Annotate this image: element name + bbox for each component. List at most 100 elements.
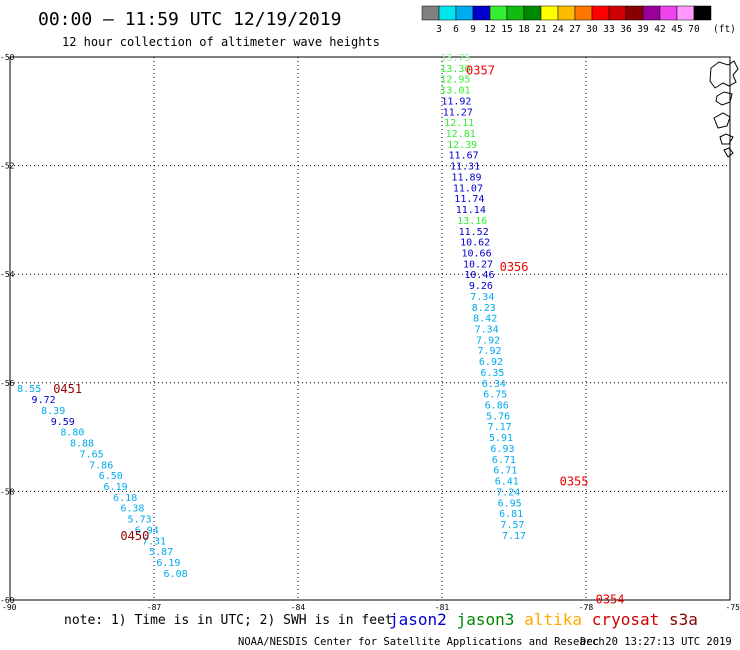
coastline-island [713,112,731,129]
coastline-island [719,133,734,145]
x-tick-label: -84 [291,603,306,612]
colorbar-swatch [421,5,440,21]
wave-height-value: 12.81 [446,129,476,140]
wave-height-value: 13.01 [440,86,470,97]
wave-height-value: 6.71 [492,455,516,466]
y-tick-label: -54 [0,270,15,279]
chart-title: 00:00 — 11:59 UTC 12/19/2019 [38,9,341,30]
wave-height-value: 7.86 [89,460,113,471]
wave-height-value: 11.27 [443,107,473,118]
colorbar-swatch [693,5,712,21]
wave-height-value: 6.86 [485,401,509,412]
wave-height-value: 11.52 [459,227,489,238]
footer-credit: NOAA/NESDIS Center for Satellite Applica… [238,636,605,648]
wave-height-value: 12.11 [444,118,474,129]
wave-height-value: 13.30 [440,64,470,75]
colorbar-tick-label: 36 [620,24,632,35]
y-tick-label: -56 [0,379,15,388]
pass-time-label: 0357 [466,63,495,77]
wave-height-value: 5.73 [128,515,152,526]
x-tick-label: -75 [726,603,740,612]
colorbar-tick-label: 24 [552,24,564,35]
colorbar-legend: 3 6 9 12 15 18 21 24 27 30 33 36 39 42 45 70 (ft) [421,5,736,35]
wave-height-value: 10.46 [464,270,494,281]
wave-height-value: 6.19 [104,482,128,493]
legend-jason2: jason2 [389,610,447,629]
colorbar-swatch [676,5,695,21]
plot-grid [9,56,731,601]
footer-note: note: 1) Time is in UTC; 2) SWH is in fe… [64,613,393,628]
wave-height-value: 11.67 [449,151,479,162]
wave-height-value: 6.71 [493,466,517,477]
y-tick-label: -58 [0,487,15,496]
wave-height-value: 7.17 [488,422,512,433]
colorbar-swatch [557,5,576,21]
colorbar-swatch [455,5,474,21]
colorbar-swatch [574,5,593,21]
wave-height-value: 5.87 [149,547,173,558]
axis-tick-labels: -50 -52 -54 -56 -58 -60-90 -87 -84 -81 -78 -75 [0,53,740,612]
wave-height-value: 8.39 [41,406,65,417]
colorbar-tick-label: 27 [569,24,580,35]
y-tick-label: -52 [0,162,15,171]
wave-height-value: 10.62 [460,238,490,249]
colorbar-swatch [591,5,610,21]
wave-height-value: 6.41 [495,477,519,488]
coastline-island [723,147,734,158]
y-tick-label: -50 [0,53,15,62]
colorbar-tick-label: 18 [518,24,530,35]
colorbar-tick-label: 33 [603,24,614,35]
colorbar-tick-label: 15 [501,24,512,35]
wave-height-value: 6.95 [498,498,522,509]
pass-time-label: 0451 [53,382,82,396]
wave-height-value: 7.17 [502,531,526,542]
wave-height-value: 7.65 [80,449,104,460]
wave-height-value: 11.31 [450,162,480,173]
wave-height-value: 12.95 [440,75,470,86]
y-tick-label: -60 [0,596,15,605]
legend-s3a: s3a [669,610,698,629]
wave-height-value: 5.76 [486,411,510,422]
wave-height-value: 10.27 [463,259,493,270]
wave-height-value: 8.42 [473,314,497,325]
wave-height-value: 13.75 [440,53,470,64]
colorbar-swatch [438,5,457,21]
wave-height-value: 13.16 [457,216,487,227]
colorbar-tick-label: 39 [637,24,649,35]
wave-height-value: 6.94 [135,525,159,536]
wave-height-value: 11.92 [441,96,471,107]
pass-time-label: 0450 [120,529,149,543]
wave-height-value: 11.89 [451,172,481,183]
wave-height-value: 6.38 [120,504,144,515]
colorbar-swatch [540,5,559,21]
colorbar-swatch [642,5,661,21]
wave-height-value: 6.50 [99,471,123,482]
wave-height-value: 6.92 [479,357,503,368]
legend-altika: altika [524,610,582,629]
legend-jason3: jason3 [457,610,515,629]
wave-height-value: 9.72 [32,395,56,406]
pass-time-label: 0356 [500,260,529,274]
colorbar-swatch [659,5,678,21]
colorbar-swatch [489,5,508,21]
colorbar-swatch [625,5,644,21]
wave-height-value: 7.34 [470,292,494,303]
colorbar-tick-label: 6 [453,24,459,35]
colorbar-tick-label: 30 [586,24,598,35]
colorbar-tick-label: 70 [688,24,700,35]
colorbar-swatch [523,5,542,21]
colorbar-tick-label: 12 [484,24,495,35]
wave-height-value: 7.24 [496,487,520,498]
wave-height-points: 13.7513.3012.9513.0111.9211.2712.1112.81… [17,53,526,580]
x-tick-label: -81 [435,603,450,612]
wave-height-value: 11.07 [453,183,483,194]
wave-height-value: 12.39 [447,140,477,151]
wave-height-value: 6.08 [164,569,188,580]
wave-height-value: 6.18 [113,493,137,504]
colorbar-tick-label: 3 [436,24,442,35]
wave-height-value: 6.75 [483,390,507,401]
wave-height-value: 6.34 [482,379,506,390]
coastline-island [715,91,733,106]
